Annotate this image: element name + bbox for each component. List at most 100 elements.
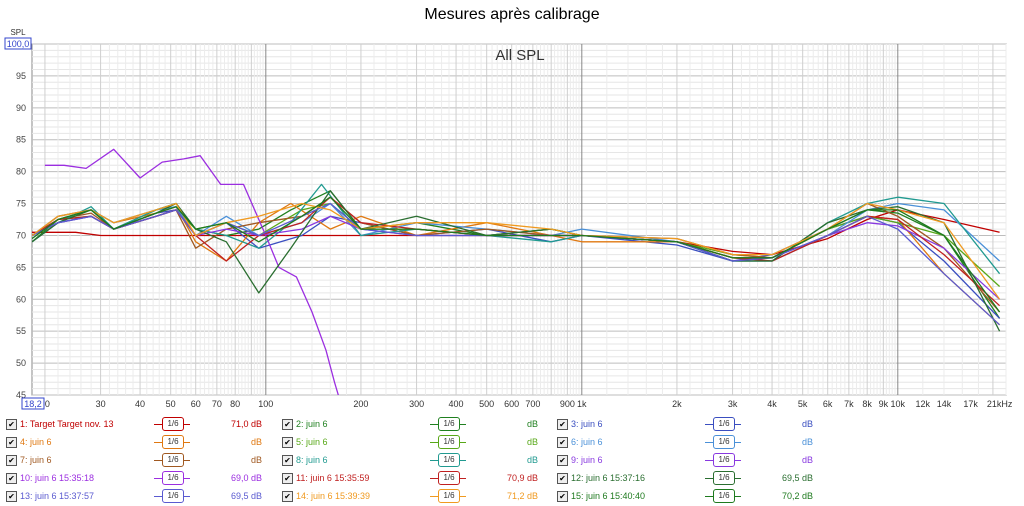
smoothing-control[interactable]: 1/6 [154,435,190,449]
x-tick-label: 700 [525,399,540,409]
smoothing-button[interactable]: 1/6 [162,435,184,449]
legend-checkbox[interactable]: ✔ [557,473,568,484]
series-line-14 [32,202,1001,300]
x-tick-label: 5k [798,399,808,409]
smoothing-control[interactable]: 1/6 [430,471,466,485]
legend-row: ✔ 13: juin 6 15:37:57 1/6 69,5 dB ✔ 14: juin … [0,488,1024,506]
smoothing-control[interactable]: 1/6 [430,417,466,431]
legend-row: ✔ 7: juin 6 1/6 dB ✔ 8: juin 6 1/6 dB ✔ 9: juin 6… [0,452,1024,470]
smoothing-button[interactable]: 1/6 [438,417,460,431]
legend-db-value: dB [526,419,538,429]
smoothing-control[interactable]: 1/6 [705,417,741,431]
x-tick-label: 300 [409,399,424,409]
smoothing-button[interactable]: 1/6 [713,453,735,467]
x-tick-label: 500 [479,399,494,409]
y-tick-label: 50 [16,358,26,368]
legend-db-value: 69,5 dB [230,491,262,501]
smoothing-control[interactable]: 1/6 [705,453,741,467]
x-tick-label: 80 [230,399,240,409]
smoothing-control[interactable]: 1/6 [705,435,741,449]
legend-checkbox[interactable]: ✔ [282,437,293,448]
smoothing-button[interactable]: 1/6 [713,417,735,431]
y-axis-label: SPL [10,28,26,37]
smoothing-button[interactable]: 1/6 [162,417,184,431]
legend-label: 12: juin 6 15:37:16 [571,473,646,483]
y-tick-label: 65 [16,262,26,272]
legend-checkbox[interactable]: ✔ [557,455,568,466]
y-tick-label: 55 [16,326,26,336]
smoothing-button[interactable]: 1/6 [438,435,460,449]
smoothing-button[interactable]: 1/6 [438,471,460,485]
legend-db-value: 69,5 dB [781,473,813,483]
legend-db-value: dB [526,437,538,447]
x-tick-label: 21kHz [987,399,1013,409]
series-line-10 [44,148,339,395]
legend-label: 2: juin 6 [296,419,328,429]
legend-checkbox[interactable]: ✔ [557,419,568,430]
x-tick-label: 14k [937,399,952,409]
x-tick-label: 20 [40,399,50,409]
smoothing-button[interactable]: 1/6 [713,435,735,449]
x-tick-label: 100 [258,399,273,409]
grid [32,43,1007,396]
legend-label: 1: Target Target nov. 13 [20,419,114,429]
smoothing-button[interactable]: 1/6 [438,453,460,467]
x-tick-label: 600 [504,399,519,409]
legend-checkbox[interactable]: ✔ [6,437,17,448]
legend-db-value: dB [250,455,262,465]
smoothing-button[interactable]: 1/6 [713,471,735,485]
y-tick-label: 75 [16,199,26,209]
smoothing-control[interactable]: 1/6 [430,489,466,503]
legend-checkbox[interactable]: ✔ [6,473,17,484]
x-tick-label: 6k [823,399,833,409]
legend-checkbox[interactable]: ✔ [6,419,17,430]
smoothing-control[interactable]: 1/6 [705,489,741,503]
x-tick-label: 400 [449,399,464,409]
smoothing-control[interactable]: 1/6 [154,453,190,467]
x-tick-label: 9k [879,399,889,409]
legend-checkbox[interactable]: ✔ [557,491,568,502]
legend-db-value: dB [801,437,813,447]
legend-checkbox[interactable]: ✔ [282,473,293,484]
legend-db-value: dB [250,437,262,447]
legend-row: ✔ 10: juin 6 15:35:18 1/6 69,0 dB ✔ 11: juin … [0,470,1024,488]
x-tick-label: 900 [560,399,575,409]
x-tick-label: 1k [577,399,587,409]
y-tick-label: 80 [16,167,26,177]
legend-checkbox[interactable]: ✔ [282,491,293,502]
legend-checkbox[interactable]: ✔ [6,455,17,466]
legend-label: 10: juin 6 15:35:18 [20,473,95,483]
series-line-13 [32,202,1001,326]
smoothing-control[interactable]: 1/6 [430,453,466,467]
smoothing-button[interactable]: 1/6 [162,489,184,503]
legend-label: 13: juin 6 15:37:57 [20,491,95,501]
smoothing-control[interactable]: 1/6 [154,417,190,431]
smoothing-button[interactable]: 1/6 [162,453,184,467]
legend-db-value: dB [801,455,813,465]
smoothing-button[interactable]: 1/6 [162,471,184,485]
legend-checkbox[interactable]: ✔ [282,419,293,430]
smoothing-control[interactable]: 1/6 [705,471,741,485]
legend-checkbox[interactable]: ✔ [557,437,568,448]
x-min-box[interactable] [21,397,45,410]
smoothing-control[interactable]: 1/6 [154,471,190,485]
x-tick-label: 40 [135,399,145,409]
legend-row: ✔ 4: juin 6 1/6 dB ✔ 5: juin 6 1/6 dB ✔ 6: juin 6… [0,434,1024,452]
x-tick-label: 60 [191,399,201,409]
legend-checkbox[interactable]: ✔ [6,491,17,502]
smoothing-control[interactable]: 1/6 [154,489,190,503]
legend-db-value: dB [801,419,813,429]
legend-label: 15: juin 6 15:40:40 [571,491,646,501]
legend-db-value: 71,0 dB [230,419,262,429]
x-tick-label: 200 [353,399,368,409]
y-tick-label: 85 [16,135,26,145]
smoothing-button[interactable]: 1/6 [713,489,735,503]
smoothing-control[interactable]: 1/6 [430,435,466,449]
x-tick-label: 8k [862,399,872,409]
y-max-box[interactable] [4,37,32,50]
y-max-value: 100,0 [7,39,30,49]
spl-chart[interactable]: 95 90 85 80 75 70 65 60 55 50 45 20 30 40 50 60 70 80 100 2… [0,0,1024,420]
legend-label: 9: juin 6 [571,455,603,465]
legend-checkbox[interactable]: ✔ [282,455,293,466]
smoothing-button[interactable]: 1/6 [438,489,460,503]
